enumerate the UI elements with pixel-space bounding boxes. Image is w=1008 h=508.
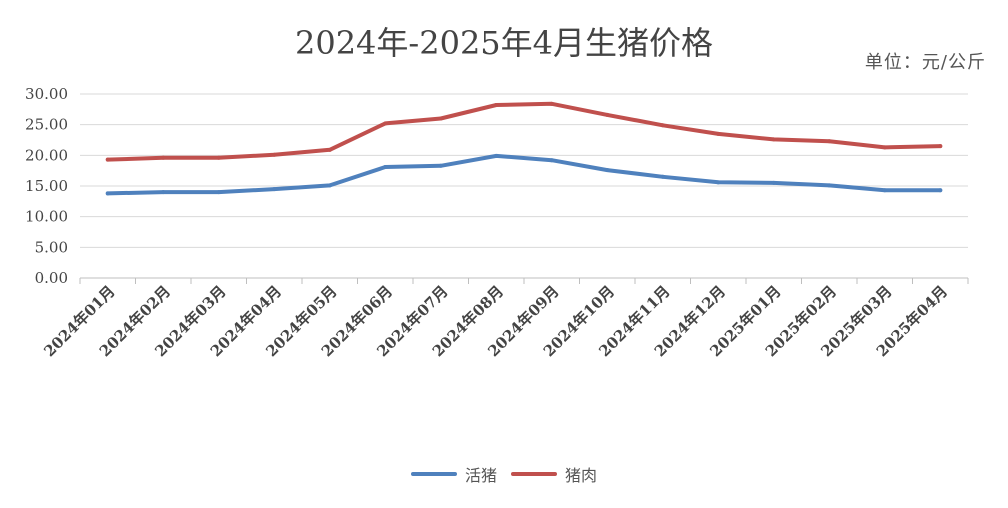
series-line-2 [105,101,943,162]
series-2-point-1 [161,155,166,160]
legend-swatch-series-2 [511,472,557,476]
series-2-point-3 [272,152,277,157]
series-1-point-13 [827,183,832,188]
legend: 活猪 猪肉 [0,462,1008,486]
series-2-point-0 [105,157,110,162]
series-2-point-13 [827,139,832,144]
series-1-point-0 [105,191,110,196]
series-2-point-10 [660,123,665,128]
series-2-point-6 [438,116,443,121]
legend-item-series-1: 活猪 [410,462,497,486]
legend-label-series-2: 猪肉 [565,466,598,485]
series-2-point-5 [383,121,388,126]
series-2-point-8 [549,101,554,106]
y-tick-label-0: 0.00 [35,269,68,287]
legend-label-series-1: 活猪 [464,466,497,485]
unit-label: 单位：元/公斤 [864,52,986,73]
series-2-point-9 [605,112,610,117]
series-1-point-10 [660,174,665,179]
series-1-point-1 [161,190,166,195]
series-1-point-5 [383,164,388,169]
legend-swatch-series-1 [410,472,457,476]
y-tick-label-6: 30.00 [25,85,68,103]
y-tick-label-4: 20.00 [25,146,68,164]
series-2-point-7 [494,103,499,108]
y-tick-label-5: 25.00 [25,116,68,134]
series-1-point-15 [938,188,943,193]
series-1-point-2 [216,190,221,195]
y-tick-label-2: 10.00 [25,208,68,226]
series-1-point-12 [771,180,776,185]
series-2-point-12 [771,137,776,142]
series-1-point-14 [882,188,887,193]
series-1-point-6 [438,163,443,168]
series-1-point-7 [494,153,499,158]
legend-item-series-2: 猪肉 [511,462,597,486]
chart-title: 2024年-2025年4月生猪价格 [294,24,714,62]
series-2-point-11 [716,131,721,136]
series-1-point-11 [716,180,721,185]
series-line-1 [105,153,943,196]
series-2-point-15 [938,144,943,149]
series-1-point-9 [605,168,610,173]
series-1-point-8 [549,158,554,163]
y-tick-label-3: 15.00 [25,177,68,195]
series-1-point-4 [327,183,332,188]
series-2-point-14 [882,145,887,150]
y-tick-label-1: 5.00 [35,238,68,256]
series-2-point-2 [216,155,221,160]
series-2-point-4 [327,147,332,152]
series-1-point-3 [272,187,277,192]
